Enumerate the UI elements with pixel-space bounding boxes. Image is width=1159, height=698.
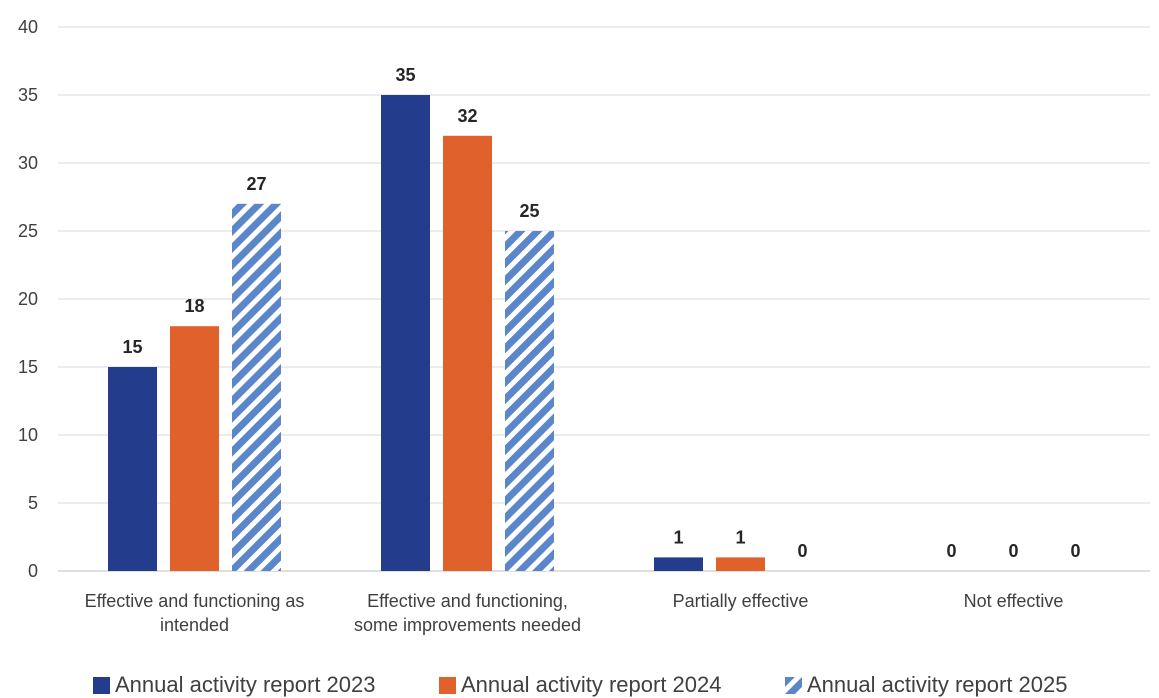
legend-label-2023: Annual activity report 2023 <box>115 672 376 697</box>
y-tick-label: 35 <box>18 85 38 105</box>
bar-1-1 <box>108 367 157 571</box>
category-label-line: Partially effective <box>673 591 809 611</box>
data-label: 27 <box>246 174 266 194</box>
bar-1-3 <box>654 557 703 571</box>
data-label: 32 <box>457 106 477 126</box>
data-label: 18 <box>184 296 204 316</box>
legend-label-2024: Annual activity report 2024 <box>461 672 722 697</box>
category-label-line: intended <box>160 615 229 635</box>
data-label: 25 <box>519 201 539 221</box>
legend-item-2025: Annual activity report 2025 <box>785 672 1068 698</box>
y-tick-label: 25 <box>18 221 38 241</box>
category-label: Partially effective <box>673 591 809 611</box>
x-axis: Effective and functioning as intendedEffe… <box>85 591 1064 635</box>
data-labels: 15 18 27 35 32 25 1 1 0 0 0 0 <box>122 65 1080 561</box>
y-tick-label: 20 <box>18 289 38 309</box>
bar-1-2 <box>381 95 430 571</box>
y-axis: 0 5 10 15 20 25 30 35 40 <box>18 17 38 581</box>
data-label: 0 <box>946 541 956 561</box>
bar-3-2 <box>505 231 554 571</box>
y-tick-label: 0 <box>28 561 38 581</box>
legend: Annual activity report 2023 Annual activ… <box>0 672 1159 697</box>
data-label: 1 <box>735 527 745 547</box>
category-label: Effective and functioning, some improveme… <box>354 591 581 635</box>
bar-3-1 <box>232 203 281 572</box>
data-label: 1 <box>673 527 683 547</box>
legend-swatch-2024 <box>439 676 456 694</box>
legend-item-2023: Annual activity report 2023 <box>93 672 376 698</box>
y-tick-label: 5 <box>28 493 38 513</box>
bar-2-1 <box>170 326 219 571</box>
legend-swatch-2025 <box>785 676 802 694</box>
bars <box>108 95 765 572</box>
bar-2-2 <box>443 135 492 572</box>
legend-item-2024: Annual activity report 2024 <box>439 672 722 698</box>
category-label-line: Effective and functioning as <box>85 591 305 611</box>
data-label: 35 <box>395 65 415 85</box>
category-label-line: Effective and functioning, <box>367 591 568 611</box>
y-tick-label: 30 <box>18 153 38 173</box>
category-label-line: some improvements needed <box>354 615 581 635</box>
y-tick-label: 10 <box>18 425 38 445</box>
category-label: Not effective <box>964 591 1064 611</box>
category-label-line: Not effective <box>964 591 1064 611</box>
legend-label-2025: Annual activity report 2025 <box>807 672 1068 697</box>
data-label: 0 <box>1070 541 1080 561</box>
gridlines <box>58 26 1150 572</box>
y-tick-label: 40 <box>18 17 38 37</box>
data-label: 0 <box>1008 541 1018 561</box>
category-label: Effective and functioning as intended <box>85 591 305 635</box>
data-label: 0 <box>797 541 807 561</box>
y-tick-label: 15 <box>18 357 38 377</box>
legend-swatch-2023 <box>93 676 110 694</box>
data-label: 15 <box>122 337 142 357</box>
bar-2-3 <box>716 557 765 571</box>
